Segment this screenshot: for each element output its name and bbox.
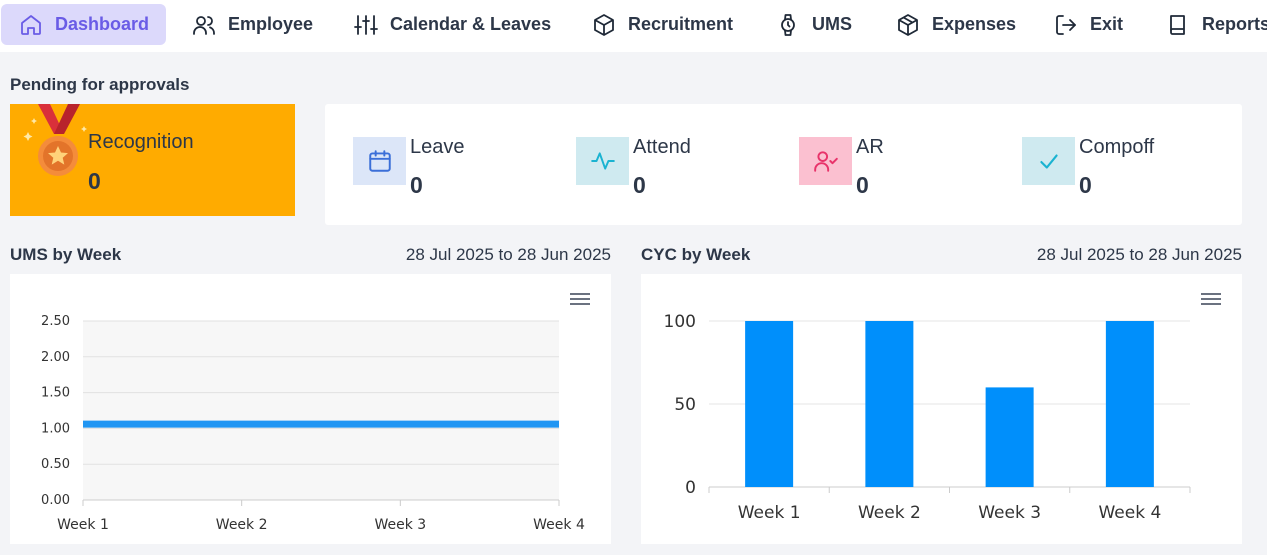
- approval-attend-label: Attend: [633, 136, 691, 158]
- bar: [865, 321, 914, 487]
- nav-expenses[interactable]: Expenses: [896, 4, 1016, 45]
- y-tick-label: 1.00: [41, 421, 70, 436]
- recognition-card[interactable]: Recognition 0: [10, 104, 295, 216]
- approval-ar-label: AR: [856, 136, 884, 158]
- cyc-chart-card: 0 50 100 Week 1 Week 2 Week 3 Week 4: [641, 274, 1242, 544]
- approval-compoff-count: 0: [1079, 172, 1092, 198]
- x-tick-label: Week 1: [57, 517, 109, 533]
- medal-icon: [23, 104, 87, 176]
- y-tick-label: 1.50: [41, 386, 70, 401]
- x-tick-label: Week 3: [978, 503, 1041, 523]
- calendar-icon: [368, 150, 391, 172]
- ums-line-chart: 0.00 0.50 1.00 1.50 2.00 2.50 Week 1 Week 2 Week…: [41, 314, 585, 533]
- y-tick-label: 2.50: [41, 314, 70, 329]
- watch-icon: [781, 13, 795, 36]
- ums-date-range: 28 Jul 2025 to 28 Jun 2025: [405, 245, 611, 264]
- activity-icon: [590, 152, 615, 170]
- nav-recruitment[interactable]: Recruitment: [592, 4, 733, 45]
- users-icon: [193, 15, 215, 35]
- approval-leave-icon-box: [353, 137, 406, 185]
- y-tick-label: 50: [674, 395, 696, 415]
- pending-approvals-title: Pending for approvals: [10, 75, 190, 94]
- nav-reports[interactable]: Reports: [1166, 4, 1267, 45]
- nav-ums[interactable]: UMS: [776, 4, 852, 45]
- ums-chart-card: 0.00 0.50 1.00 1.50 2.00 2.50 Week 1 Week 2 Week…: [10, 274, 611, 544]
- y-tick-label: 2.00: [41, 350, 70, 365]
- y-tick-label: 100: [664, 312, 696, 332]
- nav-ums-label: UMS: [812, 14, 852, 34]
- logout-icon: [1056, 14, 1076, 35]
- recognition-count: 0: [88, 168, 101, 194]
- ums-chart-title: UMS by Week: [10, 245, 122, 264]
- nav-exit[interactable]: Exit: [1054, 4, 1123, 45]
- nav-calendar-leaves-label: Calendar & Leaves: [390, 14, 552, 34]
- y-tick-label: 0.00: [41, 493, 70, 508]
- bar: [745, 321, 794, 487]
- approval-leave-count: 0: [410, 172, 423, 198]
- x-tick-label: Week 4: [1098, 503, 1161, 523]
- approval-compoff-icon-box: [1022, 137, 1075, 185]
- user-check-icon: [813, 151, 838, 172]
- check-icon: [1039, 154, 1058, 169]
- nav-calendar-leaves[interactable]: Calendar & Leaves: [354, 4, 551, 45]
- x-tick-label: Week 1: [738, 503, 801, 523]
- nav-employee-label: Employee: [228, 14, 314, 34]
- x-tick-label: Week 4: [533, 517, 585, 533]
- bar: [1105, 321, 1154, 487]
- cyc-chart-title: CYC by Week: [641, 245, 751, 264]
- sliders-icon: [354, 14, 378, 35]
- book-icon: [1170, 14, 1185, 35]
- nav-reports-label: Reports: [1202, 14, 1267, 34]
- x-tick-label: Week 2: [858, 503, 921, 523]
- home-icon: [21, 14, 41, 35]
- nav-employee[interactable]: Employee: [192, 4, 313, 45]
- hamburger-menu-icon[interactable]: [570, 293, 590, 307]
- x-tick-label: Week 3: [374, 517, 426, 533]
- cyc-bar-chart: 0 50 100 Week 1 Week 2 Week 3 Week 4: [664, 312, 1191, 523]
- approvals-card: Leave 0 Attend 0 AR 0 Compoff 0: [325, 104, 1242, 225]
- bar: [985, 387, 1034, 487]
- box-icon: [594, 13, 614, 36]
- approval-attend-icon-box: [576, 137, 629, 185]
- y-tick-label: 0: [685, 478, 696, 498]
- recognition-label: Recognition: [88, 131, 194, 153]
- approval-compoff-label: Compoff: [1079, 136, 1155, 158]
- y-tick-label: 0.50: [41, 457, 70, 472]
- approval-ar-icon-box: [799, 137, 852, 185]
- nav-exit-label: Exit: [1090, 14, 1124, 34]
- nav-dashboard[interactable]: Dashboard: [1, 4, 166, 45]
- hamburger-menu-icon[interactable]: [1201, 293, 1221, 307]
- x-tick-label: Week 2: [216, 517, 268, 533]
- package-icon: [898, 13, 918, 36]
- nav-expenses-label: Expenses: [932, 14, 1017, 34]
- approval-leave-label: Leave: [410, 136, 465, 158]
- nav-recruitment-label: Recruitment: [628, 14, 734, 34]
- approval-ar-count: 0: [856, 172, 869, 198]
- top-navigation: Dashboard Employee Calendar & Leaves Rec…: [0, 0, 1267, 52]
- plot-area: [83, 321, 559, 500]
- nav-dashboard-label: Dashboard: [55, 14, 150, 34]
- cyc-date-range: 28 Jul 2025 to 28 Jun 2025: [1036, 245, 1242, 264]
- approval-attend-count: 0: [633, 172, 646, 198]
